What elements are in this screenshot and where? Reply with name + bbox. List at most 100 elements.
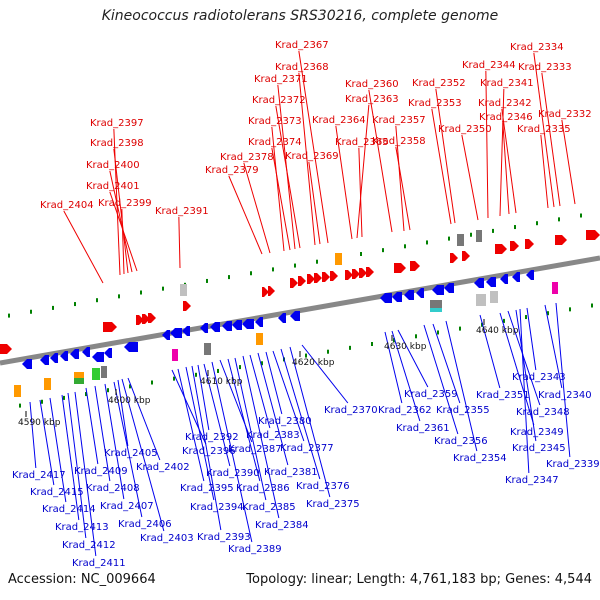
gene-label-reverse: Krad_2351: [476, 390, 530, 401]
tick-mark-upper: [8, 313, 10, 318]
gene-labels: Krad_2404Krad_2401Krad_2400Krad_2399Krad…: [12, 40, 600, 569]
leader-line: [298, 72, 316, 246]
feature-block: [74, 372, 84, 378]
gene-label-forward: Krad_2369: [285, 151, 339, 162]
feature-block: [457, 234, 464, 246]
gene-arrow-forward: [262, 287, 269, 297]
gene-features: [0, 230, 600, 369]
gene-label-forward: Krad_2372: [252, 95, 306, 106]
leader-line: [211, 361, 253, 543]
leader-line: [109, 170, 133, 273]
gene-label-reverse: Krad_2408: [86, 483, 140, 494]
gene-label-forward: Krad_2368: [275, 62, 329, 73]
leader-line: [499, 312, 535, 426]
gene-arrow-forward: [136, 315, 144, 325]
tick-mark-lower: [173, 376, 175, 381]
leader-line: [541, 72, 561, 207]
leader-line: [561, 119, 576, 205]
tick-mark-lower: [525, 315, 527, 320]
gene-label-forward: Krad_2378: [220, 152, 274, 163]
leader-line: [499, 88, 505, 217]
gene-label-forward: Krad_2360: [345, 79, 399, 90]
gene-arrow-reverse: [50, 353, 58, 363]
gene-label-reverse: Krad_2377: [280, 443, 334, 454]
leader-line: [117, 379, 129, 447]
gene-arrow-reverse: [392, 292, 402, 302]
leader-line: [555, 302, 571, 458]
scale-label: 4610 kbp: [200, 377, 243, 387]
gene-arrow-reverse: [278, 313, 286, 323]
gene-label-forward: Krad_2341: [480, 78, 534, 89]
gene-label-reverse: Krad_2407: [100, 501, 154, 512]
tick-mark-upper: [382, 248, 384, 253]
gene-arrow-forward: [366, 267, 374, 277]
gene-arrow-forward: [510, 241, 519, 251]
gene-label-forward: Krad_2364: [312, 115, 366, 126]
gene-label-forward: Krad_2374: [248, 137, 302, 148]
gene-arrow-reverse: [290, 311, 300, 321]
tick-mark-lower: [261, 361, 263, 366]
tick-mark-upper: [580, 213, 582, 218]
gene-arrow-reverse: [474, 278, 484, 288]
leader-line: [74, 391, 97, 557]
gene-arrow-reverse: [222, 321, 232, 331]
gene-label-forward: Krad_2399: [98, 198, 152, 209]
gene-arrow-forward: [555, 235, 567, 245]
gene-arrow-reverse: [170, 328, 182, 338]
leader-line: [502, 122, 510, 215]
gene-label-forward: Krad_2400: [86, 160, 140, 171]
gene-arrow-reverse: [486, 277, 496, 287]
gene-label-forward: Krad_2367: [275, 40, 329, 51]
leader-lines: [29, 50, 576, 557]
leader-line: [178, 216, 181, 269]
gene-label-reverse: Krad_2376: [296, 481, 350, 492]
gene-arrow-reverse: [232, 320, 242, 330]
tick-mark-lower: [437, 330, 439, 335]
tick-mark-lower: [85, 392, 87, 397]
gene-label-reverse: Krad_2390: [206, 468, 260, 479]
gene-label-forward: Krad_2332: [538, 109, 592, 120]
leader-line: [94, 385, 111, 482]
tick-mark-upper: [140, 290, 142, 295]
leader-line: [113, 381, 143, 518]
gene-arrow-reverse: [70, 349, 79, 359]
scale-label: 4600 kbp: [108, 396, 151, 406]
genome-backbone: [0, 255, 600, 366]
tick-mark-upper: [272, 267, 274, 272]
gene-label-reverse: Krad_2393: [197, 532, 251, 543]
gene-arrow-reverse: [242, 319, 254, 329]
leader-line: [308, 161, 321, 245]
tick-mark-lower: [459, 326, 461, 331]
feature-block: [256, 333, 263, 345]
tick-mark-lower: [327, 349, 329, 354]
gene-label-reverse: Krad_2383: [246, 430, 300, 441]
feature-block: [335, 253, 342, 265]
tick-mark-lower: [591, 303, 593, 308]
gene-arrow-reverse: [60, 351, 68, 361]
gene-label-forward: Krad_2391: [155, 206, 209, 217]
gene-arrow-forward: [0, 344, 12, 354]
leader-line: [335, 125, 353, 240]
leader-line: [368, 89, 393, 233]
gene-label-reverse: Krad_2394: [190, 502, 244, 513]
leader-line: [127, 377, 161, 461]
gene-arrow-reverse: [104, 348, 112, 358]
tick-mark-upper: [52, 305, 54, 310]
gene-label-reverse: Krad_2412: [62, 540, 116, 551]
gene-label-forward: Krad_2373: [248, 116, 302, 127]
gene-label-reverse: Krad_2362: [378, 405, 432, 416]
leader-line: [277, 84, 296, 250]
gene-label-forward: Krad_2333: [518, 62, 572, 73]
gene-label-reverse: Krad_2395: [180, 483, 234, 494]
feature-block: [476, 230, 482, 242]
gene-arrow-forward: [450, 253, 458, 263]
gene-arrow-forward: [462, 251, 470, 261]
gene-label-forward: Krad_2365: [335, 137, 389, 148]
gene-arrow-reverse: [255, 317, 263, 327]
gene-label-reverse: Krad_2405: [104, 448, 158, 459]
leader-line: [289, 346, 331, 498]
leader-line: [515, 309, 537, 442]
tick-mark-upper: [558, 217, 560, 222]
tick-mark-upper: [30, 309, 32, 314]
gene-arrow-reverse: [200, 323, 208, 333]
